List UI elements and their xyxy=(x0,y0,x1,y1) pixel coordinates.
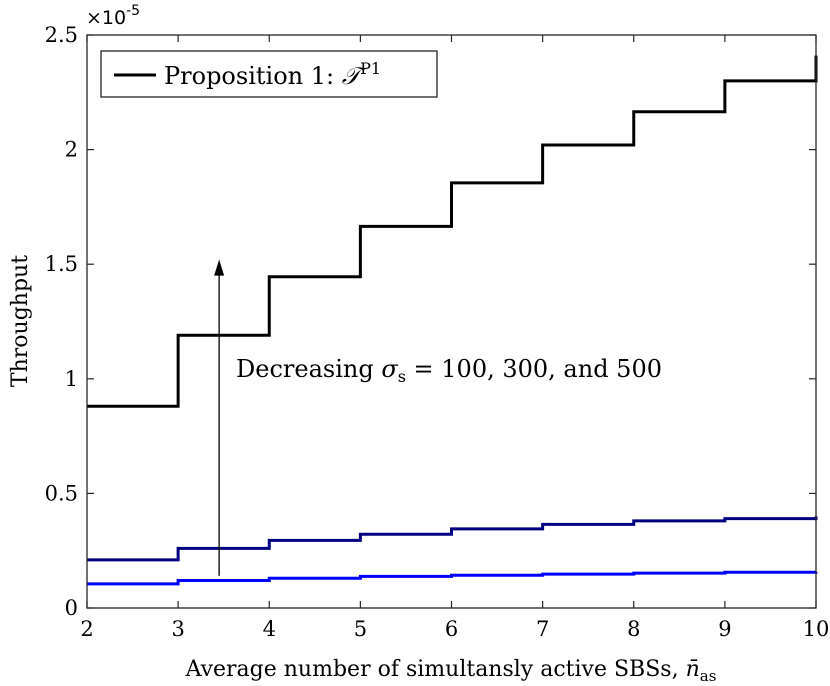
x-tick-label: 7 xyxy=(536,617,549,641)
legend-label-proposition-1: Proposition 1: 𝒯P1 xyxy=(164,59,381,90)
annotation: Decreasing σs = 100, 300, and 500 xyxy=(214,259,662,576)
x-tick-label: 3 xyxy=(171,617,184,641)
y-tick-label: 2.5 xyxy=(45,23,78,47)
series-line-2 xyxy=(87,516,818,562)
annotation-arrowhead xyxy=(214,259,225,276)
x-tick-label: 6 xyxy=(445,617,458,641)
x-tick-label: 9 xyxy=(718,617,731,641)
y-axis-label: Throughput xyxy=(8,255,33,387)
exponent-label: ×10-5 xyxy=(86,3,140,29)
legend-box xyxy=(100,50,438,98)
y-tick-label: 2 xyxy=(65,138,78,162)
x-tick-label: 10 xyxy=(803,617,830,641)
x-axis-label: Average number of simultansly active SBS… xyxy=(185,657,717,685)
x-tick-label: 4 xyxy=(263,617,276,641)
x-tick-label: 5 xyxy=(354,617,367,641)
annotation-text: Decreasing σs = 100, 300, and 500 xyxy=(236,355,662,386)
legend: Proposition 1: 𝒯P1 xyxy=(100,50,438,98)
x-tick-label: 8 xyxy=(627,617,640,641)
y-tick-label: 1.5 xyxy=(45,252,78,276)
series-line-3 xyxy=(87,570,818,586)
y-tick-label: 0.5 xyxy=(45,481,78,505)
y-tick-label: 0 xyxy=(65,596,78,620)
y-tick-label: 1 xyxy=(65,367,78,391)
x-tick-label: 2 xyxy=(80,617,93,641)
exponent-power: -5 xyxy=(126,3,140,19)
series-line-1 xyxy=(87,55,818,408)
